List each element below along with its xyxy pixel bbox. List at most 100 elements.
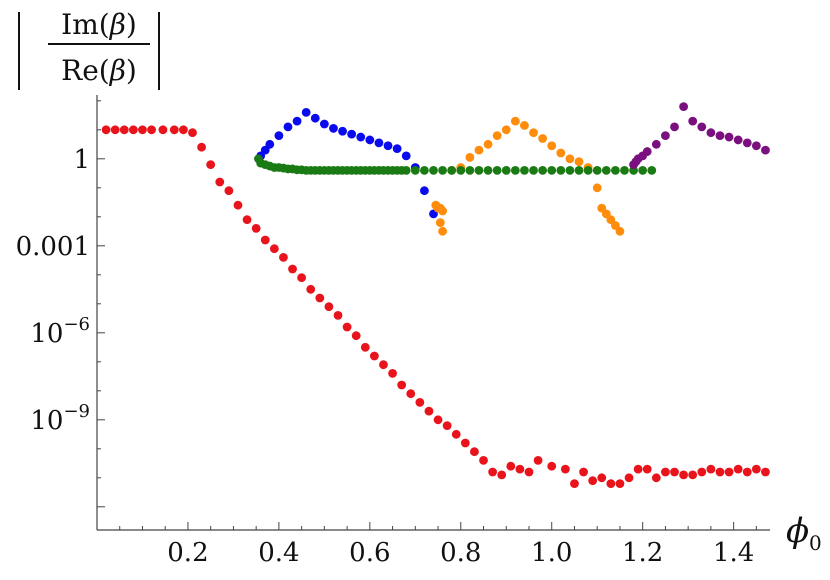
data-point [438, 166, 447, 175]
data-point [670, 122, 679, 132]
data-point [206, 160, 216, 170]
data-point [138, 125, 147, 135]
data-point [224, 186, 234, 196]
data-point [624, 473, 634, 483]
data-point [556, 148, 566, 158]
data-point [501, 166, 511, 175]
data-point [333, 311, 343, 320]
data-point [715, 467, 725, 477]
data-point [374, 138, 384, 148]
data-point [379, 360, 388, 370]
data-point [642, 147, 652, 156]
data-point [615, 479, 625, 488]
data-point [447, 166, 457, 175]
data-point [661, 467, 670, 477]
data-point [633, 464, 643, 474]
data-point [579, 467, 588, 477]
data-point [310, 113, 320, 123]
data-point [269, 244, 279, 254]
data-point [288, 264, 297, 274]
data-point [592, 166, 602, 175]
data-point [547, 141, 557, 151]
data-point [520, 166, 529, 175]
data-point [451, 429, 461, 439]
data-point [574, 157, 584, 167]
data-point [733, 135, 743, 145]
data-point [761, 467, 770, 477]
data-point [342, 322, 352, 332]
data-point [520, 121, 529, 130]
x-tick-label: 0.2 [167, 538, 208, 568]
data-point [601, 166, 611, 175]
data-point [583, 166, 593, 175]
data-point [570, 479, 579, 488]
data-point [319, 119, 329, 129]
data-point [260, 235, 270, 245]
svg-text:0: 0 [809, 531, 822, 555]
data-point [642, 464, 652, 474]
x-tick-label: 1.0 [531, 538, 572, 568]
data-point [415, 398, 425, 407]
data-point [515, 464, 525, 474]
data-point [742, 467, 752, 477]
data-point [215, 177, 225, 187]
data-point [506, 461, 516, 471]
y-tick-label: 0.001 [16, 232, 90, 262]
data-point [715, 131, 725, 141]
data-point [724, 467, 734, 477]
series-3 [431, 116, 625, 236]
data-point [606, 479, 616, 488]
series-5 [629, 102, 770, 170]
data-point [433, 415, 443, 425]
data-point [533, 456, 543, 465]
data-point [128, 125, 138, 135]
svg-text:Im(β): Im(β) [61, 8, 137, 41]
data-point [197, 142, 206, 152]
data-point [420, 166, 429, 175]
ticks [97, 100, 757, 530]
data-point [110, 125, 120, 135]
data-point [483, 139, 493, 149]
data-point [392, 144, 402, 154]
series-2 [256, 108, 438, 219]
data-point [147, 125, 156, 135]
data-point [438, 226, 447, 236]
data-point [397, 380, 407, 390]
data-point [306, 284, 316, 294]
data-point [460, 438, 470, 448]
x-tick-label: 1.2 [622, 538, 663, 568]
y-axis-title: Im(β) Re(β) [18, 8, 160, 90]
data-point [329, 123, 338, 133]
data-point [158, 125, 168, 135]
data-point [556, 166, 566, 175]
data-point [265, 139, 275, 149]
data-point [410, 166, 420, 175]
data-point [279, 253, 288, 262]
data-point [233, 200, 243, 210]
data-point [638, 166, 648, 175]
data-point [383, 141, 393, 151]
data-point [724, 132, 734, 142]
data-point [565, 154, 575, 164]
data-point [651, 139, 661, 149]
data-point [547, 461, 557, 471]
data-point [615, 226, 625, 236]
data-point [565, 166, 575, 175]
data-point [429, 166, 438, 175]
data-point [388, 369, 397, 378]
data-point [742, 138, 752, 148]
data-point [529, 166, 538, 175]
data-point [424, 406, 434, 416]
data-point [188, 128, 197, 138]
data-point [679, 102, 689, 111]
data-point [456, 166, 466, 175]
x-tick-label: 1.4 [713, 538, 754, 568]
data-point [435, 218, 445, 228]
data-point [360, 342, 370, 352]
data-point [297, 273, 307, 283]
data-point [324, 302, 334, 312]
data-point [706, 128, 716, 138]
data-point [301, 108, 311, 117]
data-point [751, 464, 761, 474]
